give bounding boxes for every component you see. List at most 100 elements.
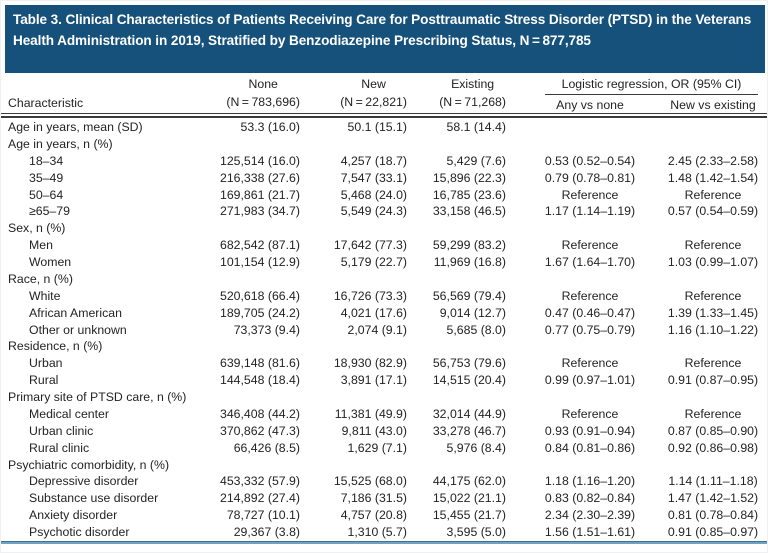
- cell-existing: 14,515 (20.4): [432, 373, 506, 388]
- cell-new-vs-existing: 0.91 (0.87–0.95): [667, 373, 759, 388]
- table-row: Depressive disorder 453,332 (57.9) 15,52…: [1, 473, 767, 490]
- cell-any-vs-none: 0.47 (0.46–0.47): [544, 305, 636, 320]
- cell-new: 7,186 (31.5): [340, 491, 407, 506]
- cell-new: [303, 136, 410, 153]
- cell-new: 1,310 (5.7): [347, 525, 407, 539]
- table-row: White 520,618 (66.4) 16,726 (73.3) 56,56…: [1, 288, 767, 305]
- cell-existing: 15,896 (22.3): [432, 170, 506, 185]
- row-label: ≥65–79: [29, 204, 70, 219]
- row-label: Substance use disorder: [29, 491, 159, 506]
- cell-new-vs-existing: 1.16 (1.10–1.22): [667, 322, 759, 337]
- column-group-logistic-regression: Logistic regression, OR (95% CI) Any vs …: [509, 73, 767, 113]
- table-row: Residence, n (%): [1, 338, 767, 355]
- cell-none: 453,332 (57.9): [220, 474, 300, 489]
- table-row: Race, n (%): [1, 271, 767, 288]
- cell-existing: 59,299 (83.2): [432, 238, 506, 253]
- table-row: Urban 639,148 (81.6) 18,930 (82.9) 56,75…: [1, 355, 767, 372]
- column-header-new: New (N = 22,821): [303, 73, 410, 113]
- cell-new: 11,381 (49.9): [334, 406, 407, 421]
- cell-new-vs-existing: [657, 136, 767, 153]
- cell-any-vs-none: [509, 457, 657, 474]
- cell-existing: 3,595 (5.0): [446, 525, 506, 539]
- table-row: Psychotic disorder 29,367 (3.8) 1,310 (5…: [1, 524, 767, 541]
- row-label: Men: [29, 238, 53, 253]
- table-body: Age in years, mean (SD) 53.3 (16.0) 50.1…: [1, 119, 767, 541]
- cell-new-vs-existing: 0.81 (0.78–0.84): [667, 508, 759, 523]
- column-header-existing-label: Existing: [451, 77, 495, 91]
- cell-none: 271,983 (34.7): [220, 204, 300, 219]
- cell-none: 73,373 (9.4): [233, 322, 300, 337]
- cell-new-vs-existing: 1.39 (1.33–1.45): [667, 305, 759, 320]
- cell-none: 53.3 (16.0): [240, 120, 300, 134]
- table-header: Characteristic None (N = 783,696) New (N…: [1, 73, 767, 113]
- table-bottom-rule: [1, 541, 767, 544]
- cell-any-vs-none: 0.53 (0.52–0.54): [544, 153, 636, 168]
- cell-new-vs-existing: [657, 389, 767, 406]
- cell-none: 144,548 (18.4): [220, 373, 300, 388]
- cell-any-vs-none: [509, 271, 657, 288]
- column-header-new-vs-existing: New vs existing: [670, 98, 756, 112]
- table-row: Sex, n (%): [1, 220, 767, 237]
- cell-any-vs-none: Reference: [561, 238, 619, 253]
- cell-new: 9,811 (43.0): [341, 423, 407, 438]
- cell-new-vs-existing: Reference: [684, 356, 742, 371]
- cell-none: [209, 220, 303, 237]
- cell-existing: [410, 271, 509, 288]
- cell-none: [209, 271, 303, 288]
- row-label: Psychiatric comorbidity, n (%): [8, 457, 170, 472]
- cell-existing: 58.1 (14.4): [446, 120, 506, 134]
- cell-existing: 56,753 (79.6): [432, 356, 506, 371]
- cell-existing: [410, 457, 509, 474]
- cell-existing: 15,022 (21.1): [432, 491, 506, 506]
- table-row: ≥65–79 271,983 (34.7) 5,549 (24.3) 33,15…: [1, 203, 767, 220]
- cell-new: 5,549 (24.3): [340, 204, 407, 219]
- cell-new-vs-existing: 1.14 (1.11–1.18): [668, 474, 758, 489]
- cell-new-vs-existing: Reference: [684, 238, 742, 253]
- cell-new-vs-existing: 1.03 (0.99–1.07): [667, 255, 759, 269]
- cell-none: 125,514 (16.0): [220, 153, 300, 168]
- cell-any-vs-none: [509, 119, 657, 136]
- cell-new: 4,021 (17.6): [340, 305, 407, 320]
- cell-none: [209, 457, 303, 474]
- column-header-none-label: None: [248, 77, 278, 91]
- cell-new-vs-existing: Reference: [684, 406, 742, 421]
- table-row: Psychiatric comorbidity, n (%): [1, 457, 767, 474]
- cell-new-vs-existing: [657, 119, 767, 136]
- cell-none: 682,542 (87.1): [220, 238, 300, 253]
- cell-any-vs-none: Reference: [561, 406, 619, 421]
- row-label: Residence, n (%): [8, 339, 103, 354]
- header-double-rule: [1, 113, 767, 118]
- cell-none: 216,338 (27.6): [220, 170, 300, 185]
- cell-existing: 9,014 (12.7): [439, 305, 506, 320]
- cell-new-vs-existing: 0.92 (0.86–0.98): [667, 440, 759, 455]
- cell-none: 29,367 (3.8): [233, 525, 300, 539]
- row-label: Psychotic disorder: [29, 525, 130, 539]
- cell-any-vs-none: [509, 389, 657, 406]
- cell-any-vs-none: 1.67 (1.64–1.70): [544, 255, 636, 269]
- cell-none: 189,705 (24.2): [220, 305, 300, 320]
- cell-existing: 33,158 (46.5): [432, 204, 506, 219]
- logistic-regression-underline: [545, 94, 758, 95]
- cell-any-vs-none: [509, 338, 657, 355]
- cell-any-vs-none: Reference: [561, 187, 619, 202]
- column-header-new-n: (N = 22,821): [340, 94, 407, 109]
- cell-new-vs-existing: 0.91 (0.85–0.97): [667, 525, 759, 539]
- cell-none: 346,408 (44.2): [220, 406, 300, 421]
- cell-existing: 44,175 (62.0): [432, 474, 506, 489]
- cell-new-vs-existing: [657, 220, 767, 237]
- table-row: Women 101,154 (12.9) 5,179 (22.7) 11,969…: [1, 254, 767, 271]
- cell-existing: 15,455 (21.7): [432, 508, 506, 523]
- cell-any-vs-none: Reference: [561, 288, 619, 303]
- cell-new: 50.1 (15.1): [347, 120, 407, 134]
- row-label: Depressive disorder: [29, 474, 139, 489]
- cell-new-vs-existing: 2.45 (2.33–2.58): [667, 153, 759, 168]
- cell-any-vs-none: 0.83 (0.82–0.84): [544, 491, 636, 506]
- table-row: Age in years, n (%): [1, 136, 767, 153]
- row-label: Anxiety disorder: [29, 508, 118, 523]
- row-label: 35–49: [29, 170, 64, 185]
- table-row: Anxiety disorder 78,727 (10.1) 4,757 (20…: [1, 507, 767, 524]
- table-row: Other or unknown 73,373 (9.4) 2,074 (9.1…: [1, 322, 767, 339]
- cell-new-vs-existing: Reference: [684, 288, 742, 303]
- cell-new-vs-existing: 1.48 (1.42–1.54): [667, 170, 759, 185]
- row-label: Rural: [29, 373, 59, 388]
